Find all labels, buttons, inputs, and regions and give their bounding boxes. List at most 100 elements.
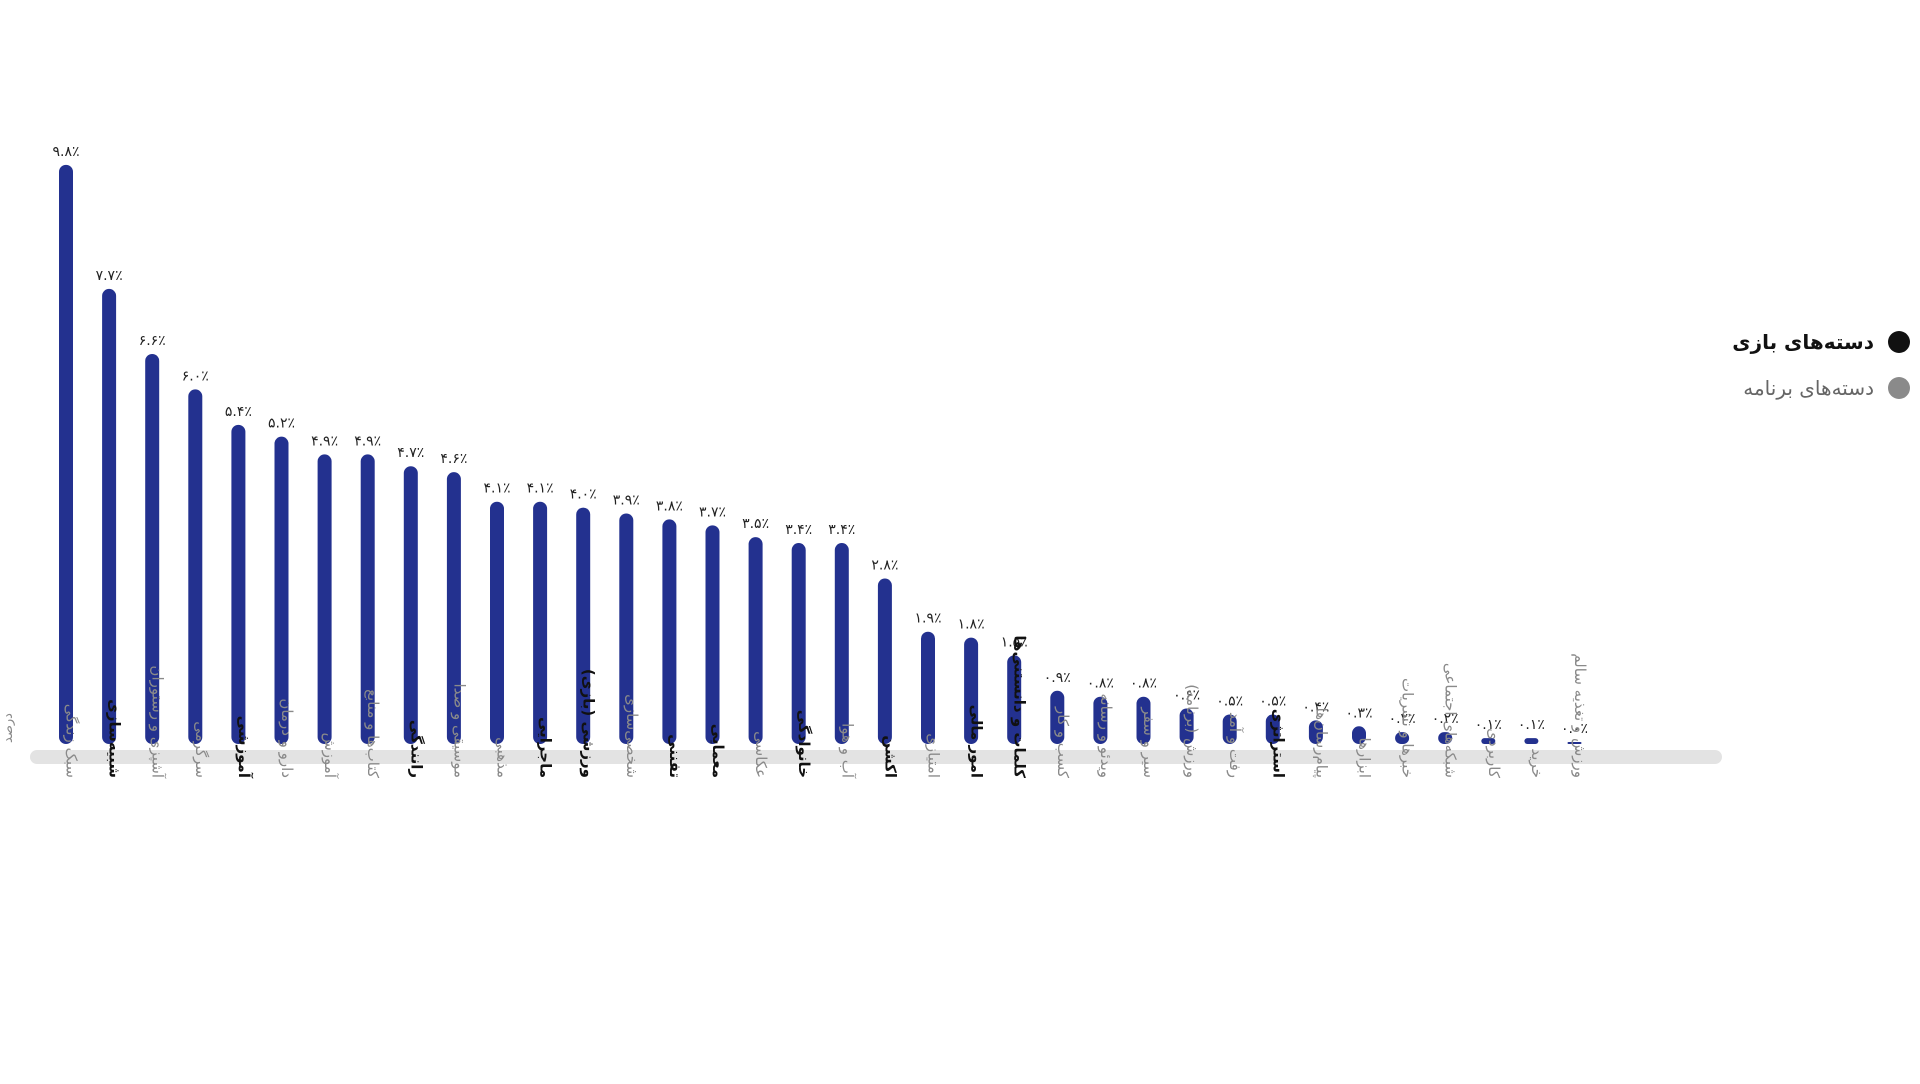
legend-apps-label: دسته‌های برنامه [1743,376,1874,400]
category-label: سبک زندگی [63,704,81,778]
category-label: سیر و سفر [1140,706,1158,778]
bar [619,513,634,744]
bar [791,543,806,744]
value-label: ۳.۷٪ [699,504,726,520]
value-label: ۴.۶٪ [440,451,467,467]
value-label: ۰.۸٪ [1130,676,1157,692]
category-label: سرگرمی [192,721,210,778]
bar [1481,738,1496,744]
value-label: ۰.۱٪ [1518,717,1545,733]
category-label: خرید [1528,748,1546,778]
bar [231,424,246,744]
value-label: ۴.۱٪ [527,481,554,497]
value-label: ۳.۵٪ [742,516,769,532]
category-label: استراتژی [1269,709,1287,778]
category-label: آموزشی [235,716,253,779]
bar [1524,738,1539,744]
category-label: شبیه‌سازی [106,699,124,778]
category-label: خبرها و نشریات [1399,678,1417,778]
bar [274,436,289,744]
value-label: ۲.۸٪ [871,558,898,574]
bar [964,637,979,744]
category-label: کتاب‌ها و منابع [364,689,382,779]
bar [533,501,548,744]
category-label: معمایی [709,724,727,778]
value-label: ۹.۸٪ [52,144,79,160]
bar [1567,742,1582,744]
value-label: ۴.۱٪ [483,481,510,497]
value-label: ۱.۵٪ [1001,634,1028,650]
bar [188,389,203,744]
category-label: تفننی [666,734,684,778]
category-label: خانوادگی [795,710,813,778]
legend-item-games: دسته‌های بازی [1650,330,1910,354]
bar [921,631,935,744]
bar [662,519,677,744]
bar [1136,696,1151,744]
category-label: ماجرایی [537,717,555,778]
category-label: مذهبی [494,737,512,778]
bar [1007,655,1022,744]
legend-games-dot-icon [1888,331,1910,353]
bar [1265,714,1280,744]
bar [145,353,160,744]
value-label: ۴.۹٪ [311,433,338,449]
value-label: ۰.۲٪ [1389,711,1416,727]
bar [1395,732,1410,744]
category-label: شبکه‌های اجتماعی [1442,663,1460,778]
bar [877,578,892,744]
category-label: ابزارها [1356,737,1374,778]
category-label: رانندگی [407,720,425,778]
bar [1352,726,1366,744]
category-label: عکاسی [752,731,770,778]
value-label: ۴.۰٪ [570,487,597,503]
bar [748,537,763,744]
value-label: ۱.۹٪ [914,611,941,627]
category-label: امتیازی [925,733,943,778]
category-label: کاربردی [1485,728,1503,779]
category-label: اکشن [881,735,899,778]
category-label: ورزشی (بازی) [580,669,598,778]
bar [446,472,461,744]
value-label: ۳.۹٪ [613,493,640,509]
bar [1222,714,1237,744]
bar [1050,690,1065,744]
value-label: ۰.۳٪ [1345,705,1372,721]
bar [705,525,720,744]
value-label: ۴.۷٪ [397,445,424,461]
value-label: ۰.۹٪ [1044,670,1071,686]
value-label: ۰.۵٪ [1216,693,1243,709]
bar [102,288,117,744]
value-label: ۰.۲٪ [1432,711,1459,727]
y-axis-label: درصد [1,713,16,743]
category-label: امور مالی [968,705,986,778]
bar [317,454,332,744]
bar [834,543,849,744]
category-label: آب و هوا [838,723,856,779]
value-label: ۵.۲٪ [268,416,295,432]
bar [1438,732,1453,744]
value-label: ۰.۱٪ [1475,717,1502,733]
legend: دسته‌های بازی دسته‌های برنامه [1650,330,1910,422]
value-label: ۴.۹٪ [354,433,381,449]
value-label: ۷.۷٪ [96,268,123,284]
value-label: ۳.۸٪ [656,498,683,514]
bar [576,507,591,744]
value-label: ۶.۶٪ [139,333,166,349]
bar [403,466,418,744]
legend-apps-dot-icon [1888,377,1910,399]
category-label: رفت و آمد [1226,712,1244,778]
legend-games-label: دسته‌های بازی [1732,330,1874,354]
bar [490,501,504,744]
bar [1179,708,1194,744]
value-label: ۳.۴٪ [828,522,855,538]
x-axis-band [30,750,1722,764]
value-label: ۰.۰٪ [1561,721,1588,737]
bar [360,454,375,744]
bar [59,164,73,744]
category-label: ورزش (برنامه) [1183,684,1201,778]
category-label: کلمات و دانستنی‌ها [1011,635,1029,778]
category-label: شخصی‌سازی [623,694,641,778]
